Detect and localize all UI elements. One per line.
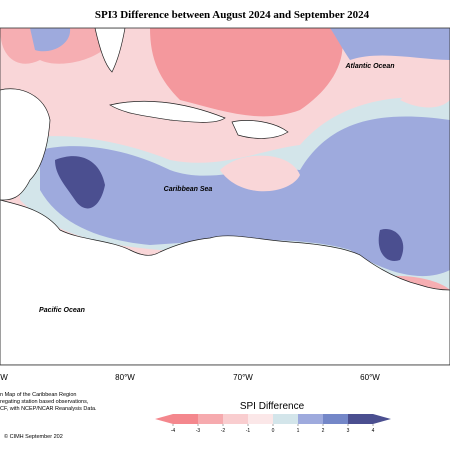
colorbar-segment (323, 414, 348, 424)
colorbar-tick-label: -2 (221, 428, 226, 434)
colorbar-tick-label: -3 (196, 428, 201, 434)
colorbar-tick-label: 4 (372, 428, 375, 434)
longitude-label: 90°W (0, 373, 8, 382)
colorbar-end (373, 414, 391, 424)
footnote: n Map of the Caribbean Region (0, 392, 76, 398)
longitude-label: 70°W (233, 373, 253, 382)
longitude-label: 60°W (360, 373, 380, 382)
colorbar-end (155, 414, 173, 424)
colorbar-tick-label: 2 (322, 428, 325, 434)
ocean-label: Pacific Ocean (39, 307, 85, 314)
footnote: CF, with NCEP/NCAR Reanalysis Data. (0, 406, 97, 412)
colorbar-tick-label: -4 (171, 428, 176, 434)
colorbar-tick-label: 1 (297, 428, 300, 434)
credit: © CIMH September 202 (4, 433, 63, 440)
title: SPI3 Difference between August 2024 and … (95, 9, 370, 21)
colorbar-tick-label: 0 (272, 428, 275, 434)
colorbar-segment (273, 414, 298, 424)
colorbar-segment (348, 414, 373, 424)
map: Atlantic Ocean Caribbean Sea Pacific Oce… (0, 27, 450, 382)
colorbar-segment (223, 414, 248, 424)
colorbar-segment (173, 414, 198, 424)
colorbar-segment (298, 414, 323, 424)
colorbar-tick-label: 3 (347, 428, 350, 434)
colorbar-segment (198, 414, 223, 424)
ocean-label: Atlantic Ocean (344, 63, 394, 70)
colorbar: -4 -3 -2 -1 0 1 2 3 4 (155, 414, 391, 434)
legend-title: SPI Difference (240, 401, 305, 412)
footnote: regating station based observations, (0, 399, 89, 405)
colorbar-tick-label: -1 (246, 428, 251, 434)
colorbar-segment (248, 414, 273, 424)
ocean-label: Caribbean Sea (164, 186, 213, 193)
longitude-label: 80°W (115, 373, 135, 382)
